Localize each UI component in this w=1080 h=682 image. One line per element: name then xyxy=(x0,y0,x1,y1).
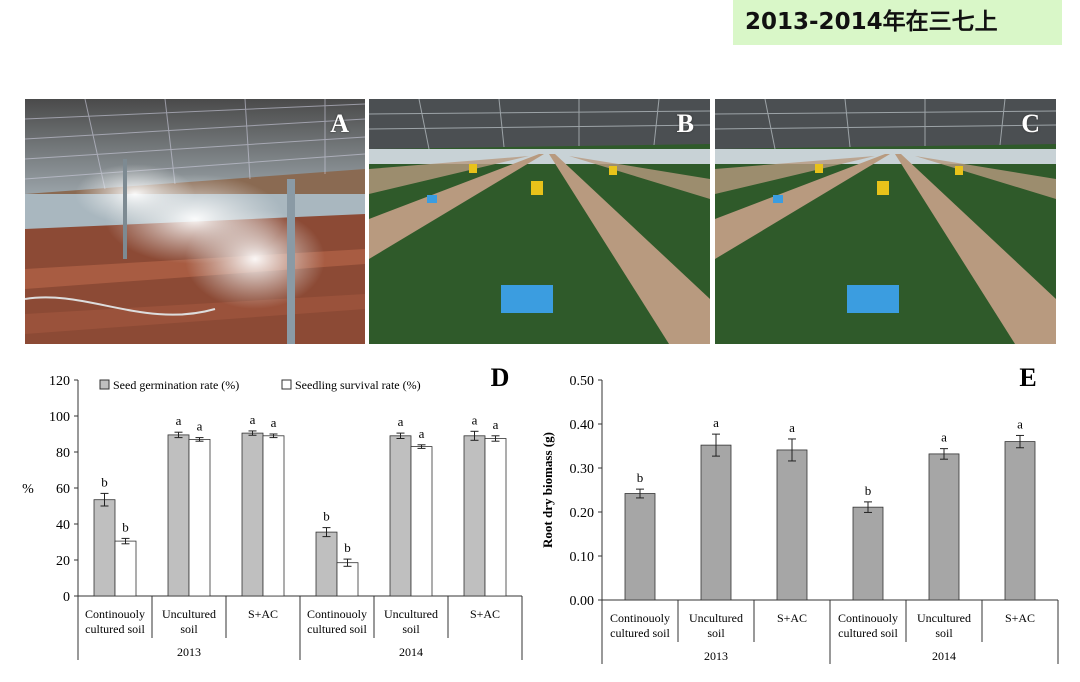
photo-panel-a: A xyxy=(25,99,365,344)
x-tick-label: Continouoly xyxy=(610,611,670,625)
x-tick-label: cultured soil xyxy=(307,622,367,636)
bar xyxy=(700,444,732,601)
greenhouse-seedlings-photo-2 xyxy=(715,99,1056,344)
y-tick-label: 80 xyxy=(56,446,70,461)
y-tick-label: 120 xyxy=(49,374,70,389)
x-tick-label: cultured soil xyxy=(85,622,145,636)
bar xyxy=(484,438,507,597)
panel-letter: D xyxy=(491,363,510,392)
significance-letter: b xyxy=(101,474,108,489)
significance-letter: a xyxy=(197,419,203,434)
x-tick-label: S+AC xyxy=(248,607,278,621)
x-tick-label: Continouoly xyxy=(307,607,367,621)
bar xyxy=(928,453,960,601)
y-tick-label: 100 xyxy=(49,410,70,425)
greenhouse-steam-photo xyxy=(25,99,365,344)
bar xyxy=(624,493,656,601)
significance-letter: a xyxy=(398,414,404,429)
greenhouse-seedlings-photo xyxy=(369,99,710,344)
legend-label: Seedling survival rate (%) xyxy=(295,378,421,392)
significance-letter: a xyxy=(941,430,947,445)
significance-letter: b xyxy=(323,509,330,524)
significance-letter: a xyxy=(419,426,425,441)
x-tick-label: Continouoly xyxy=(838,611,898,625)
x-tick-label: soil xyxy=(707,626,725,640)
panel-letter: E xyxy=(1019,363,1036,392)
x-tick-label: S+AC xyxy=(470,607,500,621)
legend-label: Seed germination rate (%) xyxy=(113,378,239,392)
significance-letter: a xyxy=(176,413,182,428)
significance-letter: b xyxy=(344,540,351,555)
significance-letter: b xyxy=(637,470,644,485)
bar xyxy=(463,435,486,597)
x-tick-label: Uncultured xyxy=(162,607,216,621)
x-tick-label: soil xyxy=(402,622,420,636)
significance-letter: a xyxy=(250,412,256,427)
bar xyxy=(776,449,808,601)
y-tick-label: 0.10 xyxy=(570,550,595,565)
bar xyxy=(410,446,433,597)
y-tick-label: 20 xyxy=(56,554,70,569)
bar xyxy=(336,562,359,597)
significance-letter: a xyxy=(713,415,719,430)
legend-swatch xyxy=(99,379,110,390)
y-tick-label: 0.40 xyxy=(570,418,595,433)
photo-panel-b: B xyxy=(369,99,710,344)
bar xyxy=(167,434,190,597)
x-tick-label: Uncultured xyxy=(917,611,971,625)
y-tick-label: 40 xyxy=(56,518,70,533)
bar xyxy=(1004,441,1036,601)
photo-panel-c: C xyxy=(715,99,1056,344)
x-group-label: 2013 xyxy=(704,649,728,663)
bar xyxy=(241,432,264,597)
significance-letter: a xyxy=(493,417,499,432)
bar xyxy=(389,435,412,597)
x-tick-label: S+AC xyxy=(1005,611,1035,625)
bar xyxy=(852,506,884,601)
legend-swatch xyxy=(281,379,292,390)
significance-letter: a xyxy=(789,420,795,435)
x-group-label: 2013 xyxy=(177,645,201,659)
significance-letter: a xyxy=(1017,416,1023,431)
slide-title: 2013-2014年在三七上 xyxy=(733,0,1062,45)
x-tick-label: cultured soil xyxy=(610,626,670,640)
photo-label-c: C xyxy=(1021,109,1040,138)
bar xyxy=(188,439,211,597)
x-tick-label: Continouoly xyxy=(85,607,145,621)
chart-e-root-biomass: 0.00 0.10 0.20 0.30 0.40 0.50 Root dry biomass… xyxy=(540,363,1059,664)
photo-label-b: B xyxy=(676,109,694,138)
significance-letter: a xyxy=(271,415,277,430)
significance-letter: a xyxy=(472,412,478,427)
x-tick-label: Uncultured xyxy=(689,611,743,625)
y-tick-label: 60 xyxy=(56,482,70,497)
y-tick-label: 0.20 xyxy=(570,506,595,521)
x-tick-label: soil xyxy=(180,622,198,636)
bar xyxy=(93,499,116,597)
x-tick-label: Uncultured xyxy=(384,607,438,621)
x-tick-label: S+AC xyxy=(777,611,807,625)
significance-letter: b xyxy=(865,483,872,498)
y-tick-label: 0.30 xyxy=(570,462,595,477)
x-tick-label: cultured soil xyxy=(838,626,898,640)
bar xyxy=(114,540,137,597)
bar xyxy=(262,435,285,597)
x-tick-label: soil xyxy=(935,626,953,640)
significance-letter: b xyxy=(122,519,129,534)
y-tick-label: 0.50 xyxy=(570,374,595,389)
x-group-label: 2014 xyxy=(399,645,423,659)
y-axis-label: % xyxy=(22,482,34,497)
y-tick-label: 0 xyxy=(63,590,70,605)
x-group-label: 2014 xyxy=(932,649,956,663)
y-tick-label: 0.00 xyxy=(570,594,595,609)
bar xyxy=(315,531,338,597)
photo-label-a: A xyxy=(330,109,349,138)
y-axis-label: Root dry biomass (g) xyxy=(540,432,555,548)
